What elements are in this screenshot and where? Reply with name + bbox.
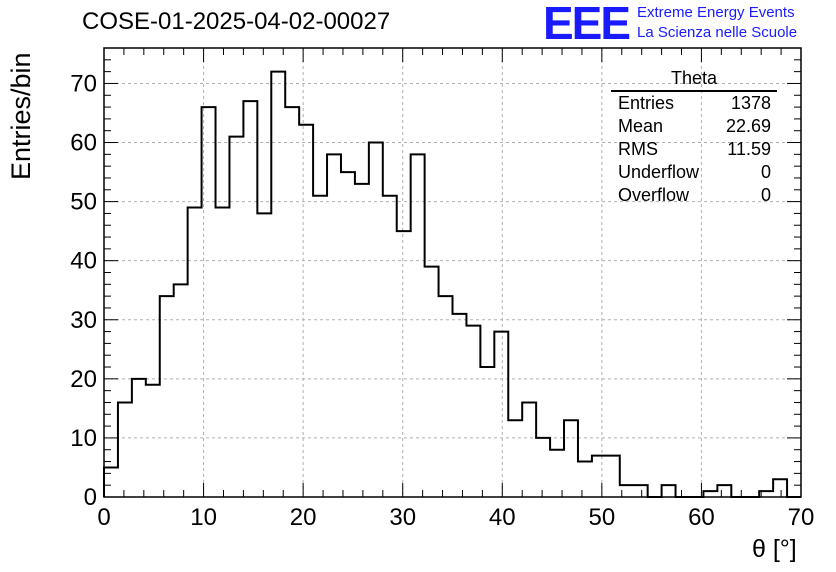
x-tick-label: 50 — [589, 504, 616, 531]
y-tick-label: 50 — [70, 189, 97, 216]
y-tick-label: 60 — [70, 130, 97, 157]
stats-label: RMS — [618, 139, 658, 159]
stats-box: Theta Entries 1378 Mean 22.69 RMS 11.59 … — [611, 68, 777, 207]
x-axis-label: θ [°] — [752, 535, 797, 563]
logo-subtitle-line2: La Scienza nelle Scuole — [637, 24, 798, 41]
eee-logo: EEE — [543, 0, 631, 49]
stats-label: Underflow — [618, 162, 700, 182]
x-tick-label: 70 — [788, 504, 815, 531]
x-tick-label: 40 — [489, 504, 516, 531]
stats-title: Theta — [611, 68, 777, 92]
x-tick-label: 30 — [389, 504, 416, 531]
stats-value: 1378 — [730, 93, 771, 113]
y-tick-label: 20 — [70, 366, 97, 393]
x-tick-label: 20 — [290, 504, 317, 531]
stats-label: Overflow — [618, 185, 690, 205]
stats-value: 11.59 — [727, 139, 771, 159]
y-axis-label: Entries/bin — [6, 52, 36, 180]
stats-row-overflow: Overflow 0 — [611, 184, 777, 207]
x-tick-label: 10 — [190, 504, 217, 531]
x-tick-label: 60 — [688, 504, 715, 531]
plot-frame — [103, 47, 802, 498]
stats-value: 0 — [760, 162, 771, 182]
stats-value: 0 — [760, 185, 771, 205]
stats-row-mean: Mean 22.69 — [611, 115, 777, 138]
histogram-steps — [103, 70, 801, 498]
stats-label: Mean — [618, 116, 664, 136]
y-tick-label: 10 — [70, 425, 97, 452]
stats-row-underflow: Underflow 0 — [611, 161, 777, 184]
y-tick-label: 70 — [70, 70, 97, 97]
y-tick-label: 0 — [84, 484, 97, 511]
stats-row-rms: RMS 11.59 — [611, 138, 777, 161]
stats-row-entries: Entries 1378 — [611, 92, 777, 115]
x-tick-label: 0 — [97, 504, 110, 531]
chart-title: COSE-01-2025-04-02-00027 — [82, 8, 391, 35]
logo-subtitle-line1: Extreme Energy Events — [637, 4, 795, 21]
stats-label: Entries — [618, 93, 675, 113]
y-tick-label: 30 — [70, 307, 97, 334]
stats-value: 22.69 — [725, 116, 771, 136]
y-tick-label: 40 — [70, 248, 97, 275]
